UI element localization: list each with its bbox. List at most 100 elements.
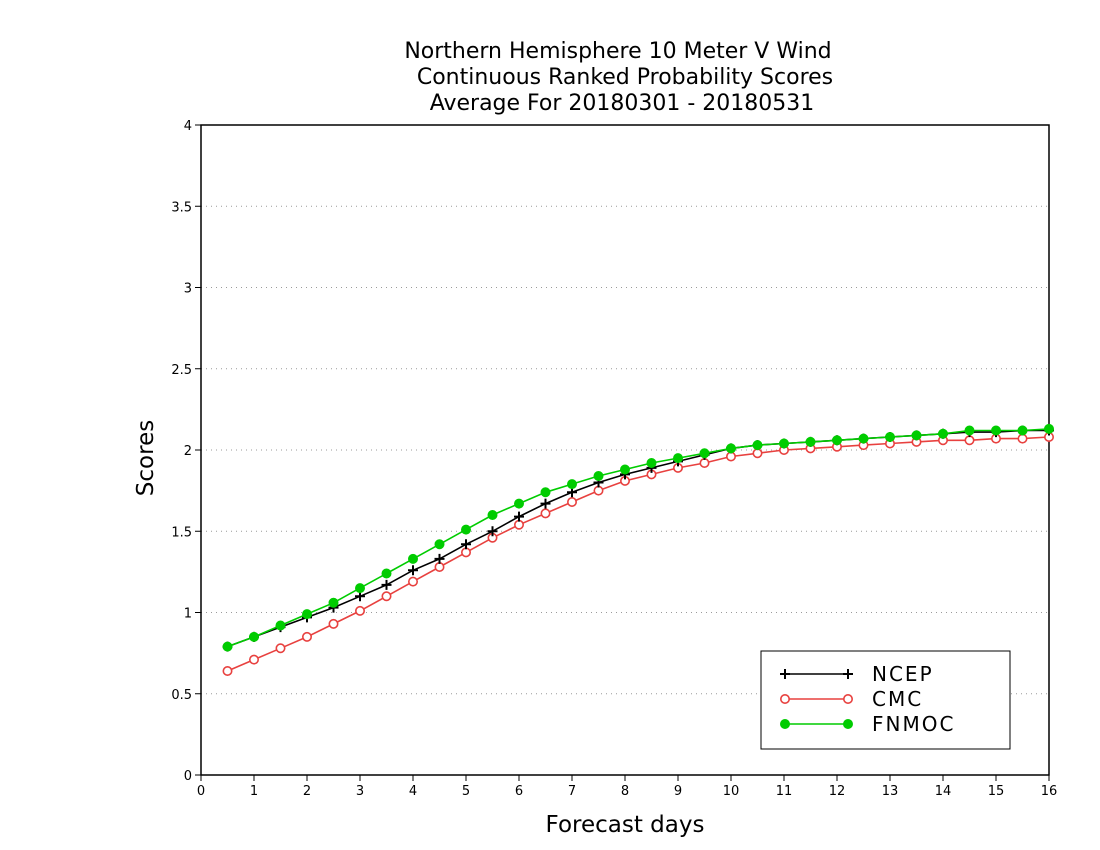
series-line-fnmoc xyxy=(227,428,1050,648)
y-tick-label: 2.5 xyxy=(171,363,192,378)
data-point-fnmoc xyxy=(222,641,233,652)
data-point-fnmoc xyxy=(567,479,577,490)
data-point-cmc xyxy=(249,654,260,665)
y-tick-label: 0 xyxy=(184,769,192,784)
x-tick-label: 14 xyxy=(935,784,952,799)
data-point-cmc xyxy=(964,435,975,446)
data-point-fnmoc xyxy=(434,539,445,550)
y-tick-label: 1.5 xyxy=(171,525,192,540)
legend-label-ncep: NCEP xyxy=(872,662,934,686)
data-point-ncep xyxy=(381,579,392,590)
data-point-fnmoc xyxy=(646,458,657,468)
series-cmc xyxy=(222,431,1055,676)
data-point-cmc xyxy=(1017,433,1028,444)
data-point-fnmoc xyxy=(1044,423,1054,434)
legend-label-fnmoc: FNMOC xyxy=(872,712,955,736)
data-point-cmc xyxy=(222,665,233,676)
data-point-ncep xyxy=(461,539,471,550)
x-tick-label: 1 xyxy=(250,784,258,799)
x-tick-label: 12 xyxy=(829,784,846,799)
data-point-fnmoc xyxy=(779,438,789,449)
x-tick-label: 16 xyxy=(1041,784,1058,799)
data-point-cmc xyxy=(301,631,312,642)
data-point-fnmoc xyxy=(885,432,895,442)
legend-marker-end xyxy=(843,669,853,679)
data-point-fnmoc xyxy=(302,609,312,620)
data-point-cmc xyxy=(328,618,339,629)
x-tick-label: 6 xyxy=(515,784,523,799)
data-point-fnmoc xyxy=(805,436,816,447)
data-point-cmc xyxy=(752,448,763,459)
legend-label-cmc: CMC xyxy=(872,687,923,711)
x-tick-label: 11 xyxy=(776,784,793,799)
series-fnmoc xyxy=(222,423,1054,652)
data-point-fnmoc xyxy=(514,498,524,509)
data-point-fnmoc xyxy=(752,440,763,451)
data-point-cmc xyxy=(381,591,392,602)
data-point-ncep xyxy=(434,553,445,564)
y-axis-title: Scores xyxy=(133,420,159,496)
data-point-fnmoc xyxy=(991,425,1001,436)
data-point-cmc xyxy=(407,576,418,587)
data-point-fnmoc xyxy=(540,487,551,498)
data-point-fnmoc xyxy=(620,464,630,475)
y-tick-label: 3 xyxy=(184,282,192,297)
chart-title-line-3: Average For 20180301 - 20180531 xyxy=(430,91,815,116)
data-point-fnmoc xyxy=(461,524,471,535)
data-point-fnmoc xyxy=(1017,425,1028,436)
data-point-cmc xyxy=(725,451,736,462)
chart-title-line-2: Continuous Ranked Probability Scores xyxy=(417,65,833,90)
data-point-cmc xyxy=(513,519,524,530)
data-point-ncep xyxy=(487,526,498,537)
data-point-fnmoc xyxy=(328,597,339,608)
data-point-fnmoc xyxy=(487,510,498,520)
axes: 00.511.522.533.540 1 2 3 4 5 6 7 8 9 10 11 12 13 14 15 1… xyxy=(171,119,1057,799)
data-point-fnmoc xyxy=(911,430,922,441)
data-point-fnmoc xyxy=(673,453,683,464)
x-tick-label: 2 xyxy=(303,784,311,799)
x-tick-label: 9 xyxy=(674,784,682,799)
x-tick-label: 8 xyxy=(621,784,629,799)
x-tick-label: 15 xyxy=(988,784,1005,799)
data-point-fnmoc xyxy=(832,435,842,446)
legend-marker-start xyxy=(780,719,790,729)
x-tick-label: 5 xyxy=(462,784,470,799)
data-point-fnmoc xyxy=(726,443,736,454)
data-point-fnmoc xyxy=(381,568,392,579)
legend-box xyxy=(760,650,1011,750)
x-tick-label: 4 xyxy=(409,784,417,799)
data-point-ncep xyxy=(514,511,524,522)
x-tick-label: 10 xyxy=(723,784,740,799)
legend-item-fnmoc: FNMOC xyxy=(780,712,955,736)
grid-lines xyxy=(201,205,1049,695)
data-point-cmc xyxy=(354,605,365,616)
legend-item-ncep: NCEP xyxy=(780,662,934,686)
y-tick-label: 4 xyxy=(184,119,192,134)
data-point-cmc xyxy=(699,457,710,468)
legend-marker-start xyxy=(779,693,790,704)
x-tick-label: 0 xyxy=(197,784,205,799)
chart-title-line-1: Northern Hemisphere 10 Meter V Wind xyxy=(404,39,831,64)
data-point-cmc xyxy=(540,508,551,519)
x-tick-label: 13 xyxy=(882,784,899,799)
y-tick-label: 3.5 xyxy=(171,200,192,215)
legend-marker-end xyxy=(842,693,853,704)
data-point-fnmoc xyxy=(593,471,604,481)
x-tick-label: 3 xyxy=(356,784,364,799)
y-tick-label: 2 xyxy=(184,444,192,459)
y-tick-label: 0.5 xyxy=(171,688,192,703)
data-point-fnmoc xyxy=(408,553,418,564)
data-point-fnmoc xyxy=(964,425,975,436)
data-point-ncep xyxy=(408,565,418,576)
data-point-cmc xyxy=(275,643,286,654)
data-point-fnmoc xyxy=(275,620,286,631)
data-point-fnmoc xyxy=(938,428,948,439)
legend-marker-start xyxy=(780,669,790,679)
data-point-cmc xyxy=(593,485,604,496)
legend-item-cmc: CMC xyxy=(779,687,923,711)
data-point-cmc xyxy=(460,547,471,558)
series-line-cmc xyxy=(227,436,1050,672)
series-line-ncep xyxy=(227,429,1049,648)
